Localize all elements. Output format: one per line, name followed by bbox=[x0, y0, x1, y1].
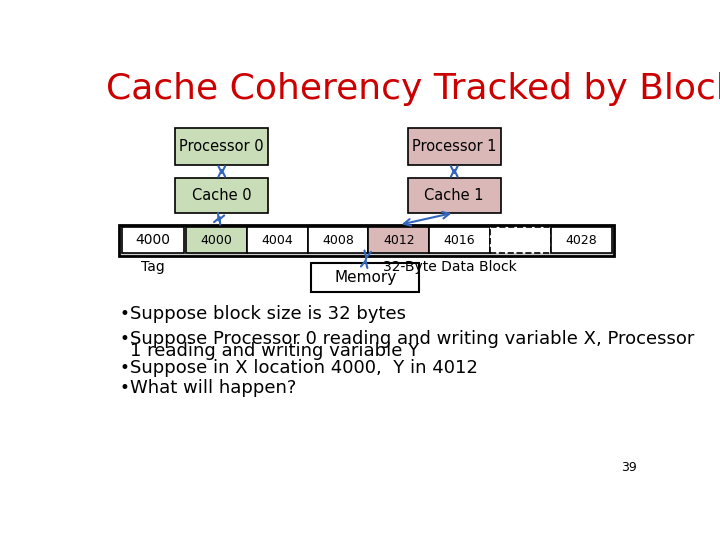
Bar bbox=[307, 227, 369, 253]
Text: What will happen?: What will happen? bbox=[130, 379, 297, 397]
Bar bbox=[175, 128, 269, 165]
Text: Suppose block size is 32 bytes: Suppose block size is 32 bytes bbox=[130, 305, 406, 323]
Text: 4000: 4000 bbox=[135, 233, 170, 247]
Text: •: • bbox=[120, 359, 130, 377]
Bar bbox=[429, 227, 490, 253]
Text: Cache Coherency Tracked by Block: Cache Coherency Tracked by Block bbox=[106, 72, 720, 106]
Text: 1 reading and writing variable Y: 1 reading and writing variable Y bbox=[130, 342, 420, 360]
Text: Cache 0: Cache 0 bbox=[192, 188, 251, 203]
Text: 4012: 4012 bbox=[383, 234, 415, 247]
Bar bbox=[311, 262, 419, 292]
Bar bbox=[122, 227, 184, 253]
Bar bbox=[551, 227, 611, 253]
Text: 4000: 4000 bbox=[201, 234, 233, 247]
Text: 4016: 4016 bbox=[444, 234, 475, 247]
Text: Processor 1: Processor 1 bbox=[412, 139, 497, 154]
Bar bbox=[175, 178, 269, 213]
Text: 39: 39 bbox=[621, 462, 636, 475]
Text: 32-Byte Data Block: 32-Byte Data Block bbox=[383, 260, 517, 274]
Text: Cache 1: Cache 1 bbox=[425, 188, 484, 203]
Text: Memory: Memory bbox=[334, 270, 396, 285]
Text: •: • bbox=[120, 379, 130, 397]
Text: Suppose Processor 0 reading and writing variable X, Processor: Suppose Processor 0 reading and writing … bbox=[130, 330, 695, 348]
Bar bbox=[369, 227, 429, 253]
Text: Suppose in X location 4000,  Y in 4012: Suppose in X location 4000, Y in 4012 bbox=[130, 359, 478, 377]
Text: 4008: 4008 bbox=[322, 234, 354, 247]
Text: 4004: 4004 bbox=[261, 234, 293, 247]
Bar bbox=[247, 227, 307, 253]
Text: •: • bbox=[120, 330, 130, 348]
Text: •: • bbox=[120, 305, 130, 323]
Bar bbox=[408, 128, 500, 165]
Bar bbox=[120, 225, 614, 256]
Bar bbox=[490, 227, 551, 253]
Text: 4028: 4028 bbox=[565, 234, 597, 247]
Text: Processor 0: Processor 0 bbox=[179, 139, 264, 154]
Bar bbox=[186, 227, 247, 253]
Bar bbox=[408, 178, 500, 213]
Text: Tag: Tag bbox=[141, 260, 165, 274]
